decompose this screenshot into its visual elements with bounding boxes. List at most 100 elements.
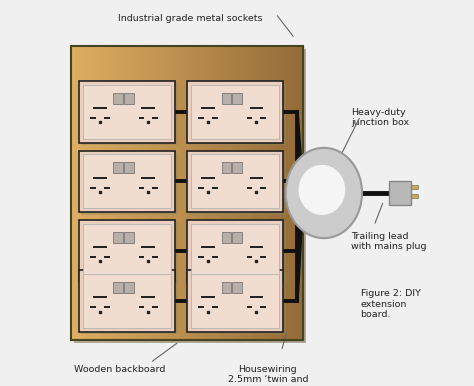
Bar [236, 46, 240, 340]
Bar [189, 222, 286, 284]
Bar [262, 46, 266, 340]
Bar [132, 46, 136, 340]
Bar [106, 46, 109, 340]
Bar [79, 270, 175, 332]
Text: Wooden backboard: Wooden backboard [73, 365, 165, 374]
Bar [189, 153, 286, 215]
Bar [232, 282, 242, 293]
Bar [184, 46, 188, 340]
Bar [232, 93, 242, 104]
Bar [113, 232, 123, 243]
Bar [390, 181, 410, 205]
Ellipse shape [299, 165, 345, 215]
Bar [251, 46, 254, 340]
Bar [152, 46, 156, 340]
Bar [191, 274, 280, 328]
Bar [161, 46, 164, 340]
Bar [114, 46, 118, 340]
Bar [137, 46, 141, 340]
Bar [199, 46, 202, 340]
Bar [233, 46, 237, 340]
Bar [146, 46, 150, 340]
Bar [219, 46, 222, 340]
Bar [210, 46, 214, 340]
Bar [181, 46, 185, 340]
Bar [256, 46, 260, 340]
Bar [164, 46, 167, 340]
Bar [273, 46, 277, 340]
Bar [221, 46, 225, 340]
Bar [124, 162, 134, 173]
Bar [207, 46, 211, 340]
Bar [213, 46, 217, 340]
FancyBboxPatch shape [74, 49, 306, 343]
Bar [81, 153, 178, 215]
Bar [201, 46, 205, 340]
Bar [175, 46, 179, 340]
Bar [285, 46, 289, 340]
Bar [173, 46, 176, 340]
Bar [82, 46, 86, 340]
Bar [155, 46, 159, 340]
Bar [124, 282, 134, 293]
Bar [149, 46, 153, 340]
Bar [228, 46, 231, 340]
Bar [79, 151, 175, 212]
Bar [124, 93, 134, 104]
Bar [245, 46, 248, 340]
Bar [191, 85, 280, 139]
Bar [192, 46, 196, 340]
Bar [79, 220, 175, 282]
Bar [103, 46, 107, 340]
Text: Housewiring
2.5mm ‘twin and
earth’ cable: Housewiring 2.5mm ‘twin and earth’ cable [228, 365, 308, 386]
Bar [221, 162, 231, 173]
Bar [247, 46, 251, 340]
Bar [82, 274, 172, 328]
Bar [82, 154, 172, 208]
Bar [190, 46, 193, 340]
Bar [291, 46, 295, 340]
Bar [216, 46, 219, 340]
Bar [118, 46, 121, 340]
Bar [81, 83, 178, 145]
Bar [221, 93, 231, 104]
Bar [126, 46, 130, 340]
Bar [111, 46, 115, 340]
Bar [265, 46, 269, 340]
Bar [81, 273, 178, 334]
Bar [82, 85, 172, 139]
Bar [288, 46, 292, 340]
Bar [187, 270, 283, 332]
Bar [242, 46, 246, 340]
Bar [280, 46, 283, 340]
Bar [166, 46, 170, 340]
Bar [124, 232, 134, 243]
Bar [189, 273, 286, 334]
Bar [268, 46, 272, 340]
Bar [85, 46, 89, 340]
Bar [187, 81, 283, 143]
Bar [191, 224, 280, 278]
Bar [88, 46, 92, 340]
Bar [129, 46, 133, 340]
Bar [254, 46, 257, 340]
Text: Heavy-duty
junction box: Heavy-duty junction box [351, 108, 409, 127]
Bar [187, 151, 283, 212]
Bar [158, 46, 162, 340]
Bar [300, 46, 303, 340]
Bar [113, 282, 123, 293]
Bar [283, 46, 286, 340]
Bar [195, 46, 199, 340]
Bar [189, 83, 286, 145]
Bar [204, 46, 208, 340]
Bar [71, 46, 75, 340]
Bar [80, 46, 83, 340]
Bar [276, 46, 280, 340]
Bar [109, 46, 112, 340]
Bar [221, 282, 231, 293]
Bar [120, 46, 124, 340]
Bar [82, 224, 172, 278]
Bar [91, 46, 95, 340]
Bar [297, 46, 301, 340]
Bar [187, 220, 283, 282]
